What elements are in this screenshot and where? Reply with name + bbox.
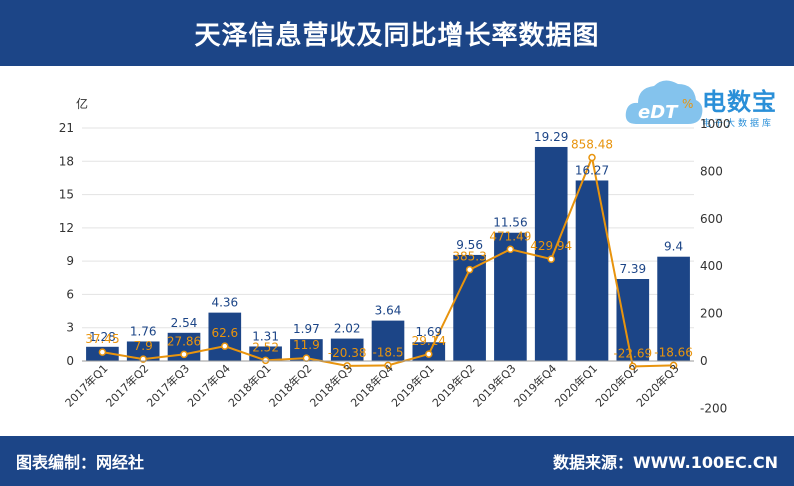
revenue-growth-chart: 1.28 1.76 2.54 4.36 1.31 1.97 2.02 3.64 1.69 9.56… xyxy=(59,96,731,415)
growth-value-label: 62.6 xyxy=(211,326,238,340)
growth-value-label: 27.86 xyxy=(167,334,201,348)
growth-point xyxy=(506,245,515,254)
bar-value-label: 1.31 xyxy=(252,329,279,343)
growth-value-label: 471.49 xyxy=(489,229,531,243)
bar-value-label: 1.28 xyxy=(89,330,116,344)
growth-point xyxy=(669,361,678,370)
logo-name: 电数宝 xyxy=(702,88,777,116)
category-label: 2019年Q1 xyxy=(388,361,437,410)
growth-value-label: 385.3 xyxy=(452,250,486,264)
right-axis-unit: % xyxy=(682,97,693,111)
left-tick-label: 9 xyxy=(66,254,74,268)
left-tick-label: 6 xyxy=(66,287,74,301)
left-tick-label: 0 xyxy=(66,354,74,368)
bar-value-label: 1.69 xyxy=(415,325,442,339)
growth-value-label: 2.52 xyxy=(252,340,279,354)
growth-point xyxy=(384,361,392,370)
revenue-bar xyxy=(290,339,323,361)
category-label: 2017年Q1 xyxy=(62,361,111,410)
left-tick-label: 18 xyxy=(59,154,74,168)
left-tick-label: 15 xyxy=(59,188,74,202)
growth-value-label: 29.14 xyxy=(412,334,446,348)
category-label: 2019年Q3 xyxy=(470,361,519,410)
category-label: 2019年Q2 xyxy=(429,361,478,410)
logo-mark: eDT xyxy=(638,102,679,123)
growth-value-label: 37.45 xyxy=(85,332,119,346)
revenue-bar xyxy=(534,146,568,361)
bar-value-label: 4.36 xyxy=(211,296,238,310)
category-label: 2018年Q2 xyxy=(266,361,315,410)
growth-point xyxy=(343,362,351,370)
growth-point xyxy=(302,354,311,362)
growth-value-label: -22.69 xyxy=(613,346,652,360)
category-label: 2020年Q2 xyxy=(592,361,641,410)
revenue-bar xyxy=(208,312,242,361)
growth-point xyxy=(547,255,555,263)
growth-value-label: 7.9 xyxy=(134,339,153,353)
category-label: 2018年Q4 xyxy=(348,361,397,410)
footer-bar: 图表编制：网经社 数据来源：WWW.100EC.CN xyxy=(0,436,794,486)
bar-value-label: 16.27 xyxy=(575,163,609,177)
right-tick-label: 400 xyxy=(700,259,723,273)
bar-value-label: 9.56 xyxy=(456,238,483,252)
title-banner: 天泽信息营收及同比增长率数据图 xyxy=(0,0,794,66)
left-tick-label: 3 xyxy=(66,321,74,335)
revenue-bar xyxy=(330,338,364,361)
category-label: 2017年Q4 xyxy=(184,361,233,410)
bar-value-label: 2.54 xyxy=(171,316,198,330)
bar-value-label: 2.02 xyxy=(334,322,361,336)
bar-value-label: 9.4 xyxy=(664,240,683,254)
bar-value-label: 1.76 xyxy=(130,324,157,338)
growth-point xyxy=(465,265,474,274)
bar-value-label: 11.56 xyxy=(493,216,527,230)
data-labels: 1.28 1.76 2.54 4.36 1.31 1.97 2.02 3.64 1.69 9.56… xyxy=(85,130,693,360)
bar-value-label: 3.64 xyxy=(375,304,402,318)
right-tick-label: 600 xyxy=(700,212,723,226)
logo-tagline: 电子大数据库 xyxy=(702,119,775,129)
category-label: 2018年Q1 xyxy=(225,361,274,410)
category-label: 2017年Q2 xyxy=(103,361,152,410)
category-label: 2017年Q3 xyxy=(144,361,193,410)
growth-value-label: 429.94 xyxy=(530,239,572,253)
cloud-logo-icon: eDT xyxy=(625,80,703,124)
brand-logo: eDT 电数宝 电子大数据库 xyxy=(624,72,794,132)
left-axis-unit: 亿 xyxy=(76,96,88,111)
category-label: 2018年Q3 xyxy=(307,361,356,410)
growth-line xyxy=(98,153,678,371)
growth-value-label: 11.9 xyxy=(293,338,320,352)
revenue-bar xyxy=(126,341,160,361)
growth-point xyxy=(261,356,270,365)
bar-value-label: 1.97 xyxy=(293,322,320,336)
growth-point xyxy=(221,342,229,350)
chart-title: 天泽信息营收及同比增长率数据图 xyxy=(194,20,600,51)
right-tick-label: -200 xyxy=(700,401,727,415)
left-tick-label: 21 xyxy=(59,121,74,135)
revenue-bar xyxy=(616,279,650,361)
axes: 0 3 6 9 12 15 18 21 -200 0 200 400 600 800 1000 亿 % 2017年… xyxy=(59,96,731,415)
growth-point xyxy=(180,350,188,359)
footer-source: 数据来源：WWW.100EC.CN xyxy=(552,453,778,472)
bar-value-label: 7.39 xyxy=(619,262,646,276)
left-tick-label: 12 xyxy=(59,221,74,235)
right-tick-label: 800 xyxy=(700,164,723,178)
growth-value-label: -20.38 xyxy=(328,346,367,360)
growth-point xyxy=(98,348,107,356)
bar-value-label: 19.29 xyxy=(534,130,568,144)
category-label: 2019年Q4 xyxy=(511,361,560,410)
right-tick-label: 0 xyxy=(700,354,708,368)
growth-value-label: -18.5 xyxy=(372,345,403,359)
growth-value-label: 858.48 xyxy=(571,138,613,152)
revenue-bar xyxy=(371,320,405,361)
right-tick-label: 1000 xyxy=(700,117,731,131)
footer-credit: 图表编制：网经社 xyxy=(16,453,145,472)
category-label: 2020年Q3 xyxy=(633,361,682,410)
growth-point xyxy=(425,350,433,358)
revenue-bar xyxy=(575,180,609,361)
right-tick-label: 200 xyxy=(700,307,723,321)
growth-value-label: -18.66 xyxy=(654,345,693,359)
growth-point xyxy=(629,362,637,371)
revenue-bar xyxy=(657,256,690,361)
growth-point xyxy=(588,153,596,162)
category-label: 2020年Q1 xyxy=(552,361,601,410)
